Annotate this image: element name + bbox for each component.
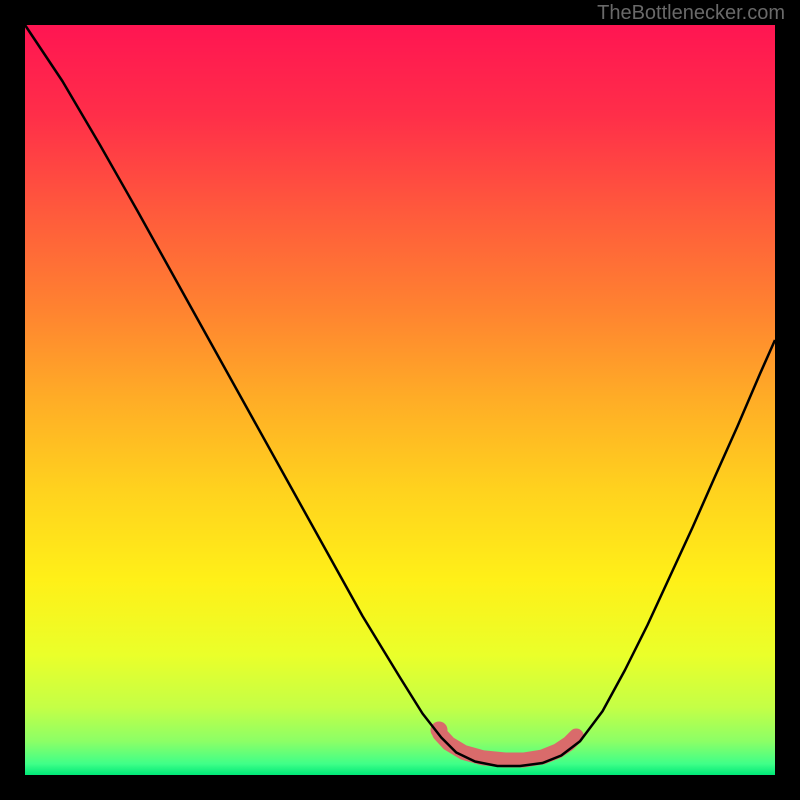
watermark-text: TheBottlenecker.com (597, 2, 785, 25)
chart-stage: TheBottlenecker.com (0, 0, 800, 800)
bottleneck-chart-svg (0, 0, 800, 800)
